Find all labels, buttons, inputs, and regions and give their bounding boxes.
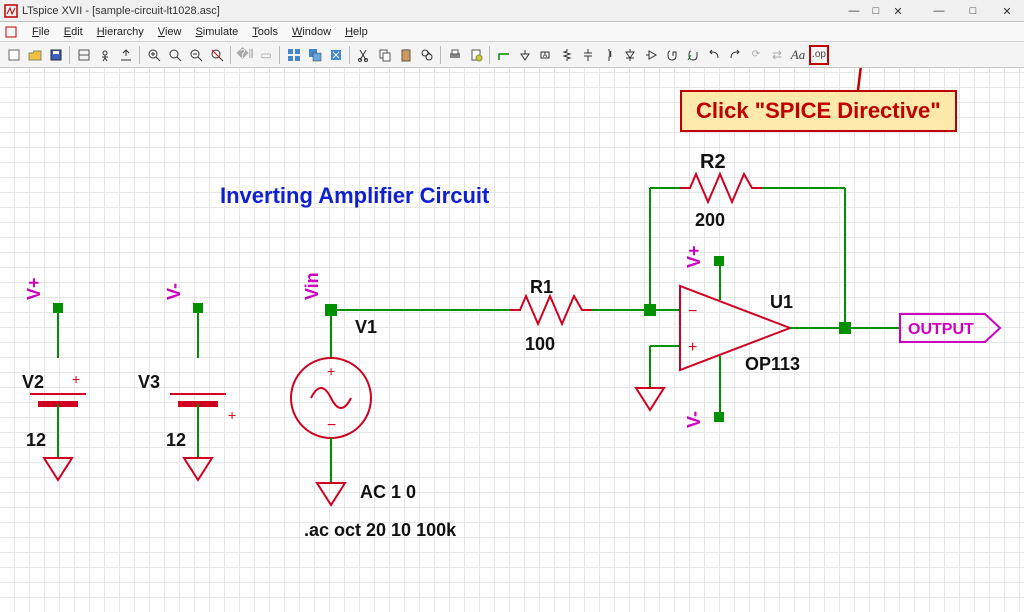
net-label-output: OUTPUT: [900, 314, 1000, 342]
print-button[interactable]: [445, 45, 465, 65]
svg-text:R2: R2: [700, 151, 726, 173]
spice-directive-text: .ac oct 20 10 100k: [304, 520, 457, 540]
doc-close-button[interactable]: ✕: [887, 0, 909, 22]
component-v2: V+ V2 + 12: [22, 277, 86, 480]
maximize-button[interactable]: □: [956, 0, 990, 22]
svg-text:−: −: [688, 303, 697, 320]
svg-text:A: A: [543, 53, 547, 59]
app-icon: [4, 4, 18, 18]
zoom-in-button[interactable]: [144, 45, 164, 65]
menu-view[interactable]: View: [152, 24, 188, 40]
svg-text:+: +: [688, 339, 697, 356]
svg-text:+: +: [327, 363, 335, 379]
diode-button[interactable]: [620, 45, 640, 65]
schematic-drawing: Inverting Amplifier Circuit V+ V2 + 12 V…: [0, 68, 1024, 612]
menu-help[interactable]: Help: [339, 24, 374, 40]
svg-text:200: 200: [695, 210, 725, 230]
capacitor-button[interactable]: [578, 45, 598, 65]
svg-text:+: +: [228, 407, 236, 423]
mirror-button[interactable]: ⇄: [767, 45, 787, 65]
redo-button[interactable]: [725, 45, 745, 65]
svg-text:−: −: [327, 417, 336, 434]
doc-minimize-button[interactable]: —: [843, 0, 865, 22]
autorange-button[interactable]: �⫴: [235, 45, 255, 65]
label-net-button[interactable]: A: [536, 45, 556, 65]
minimize-button[interactable]: —: [922, 0, 956, 22]
drag-button[interactable]: [683, 45, 703, 65]
cut-button[interactable]: [354, 45, 374, 65]
svg-text:OUTPUT: OUTPUT: [908, 321, 974, 338]
pan-button[interactable]: [165, 45, 185, 65]
spice-directive-button[interactable]: .op: [809, 45, 829, 65]
menu-edit[interactable]: Edit: [58, 24, 89, 40]
rotate-button[interactable]: ⟳: [746, 45, 766, 65]
open-button[interactable]: [25, 45, 45, 65]
doc-maximize-button[interactable]: □: [865, 0, 887, 22]
draw-wire-button[interactable]: [494, 45, 514, 65]
document-window-controls: — □ ✕: [843, 0, 909, 22]
svg-text:V+: V+: [24, 277, 44, 300]
svg-text:V+: V+: [684, 245, 704, 268]
move-button[interactable]: [662, 45, 682, 65]
schematic-canvas[interactable]: Click "SPICE Directive" Inverting Amplif…: [0, 68, 1024, 612]
titlebar: LTspice XVII - [sample-circuit-lt1028.as…: [0, 0, 1024, 22]
svg-text:12: 12: [26, 430, 46, 450]
window-controls: — □ ✕: [922, 0, 1024, 22]
menu-tools[interactable]: Tools: [246, 24, 284, 40]
toggle-button[interactable]: ▭: [256, 45, 276, 65]
menu-simulate[interactable]: Simulate: [189, 24, 244, 40]
resistor-button[interactable]: [557, 45, 577, 65]
svg-text:Vin: Vin: [302, 272, 322, 300]
svg-text:OP113: OP113: [745, 354, 800, 374]
doc-icon: [4, 25, 18, 39]
paste-button[interactable]: [396, 45, 416, 65]
undo-button[interactable]: [704, 45, 724, 65]
tile-button[interactable]: [284, 45, 304, 65]
text-button[interactable]: Aa: [788, 45, 808, 65]
svg-text:R1: R1: [530, 277, 553, 297]
component-r1: R1 100: [510, 277, 592, 354]
window-title: LTspice XVII - [sample-circuit-lt1028.as…: [22, 5, 220, 17]
menubar: File Edit Hierarchy View Simulate Tools …: [0, 22, 1024, 42]
component-v1: Vin V1 + − AC 1 0: [291, 272, 416, 505]
svg-text:V2: V2: [22, 372, 44, 392]
svg-text:V-: V-: [684, 411, 704, 428]
inductor-button[interactable]: [599, 45, 619, 65]
close-button[interactable]: ✕: [990, 0, 1024, 22]
component-opamp: − + V+ V- U1 OP113: [636, 245, 800, 428]
svg-text:12: 12: [166, 430, 186, 450]
svg-text:U1: U1: [770, 292, 793, 312]
zoom-fit-button[interactable]: [207, 45, 227, 65]
close-windows-button[interactable]: [326, 45, 346, 65]
cascade-button[interactable]: [305, 45, 325, 65]
svg-text:V3: V3: [138, 372, 160, 392]
control-panel-button[interactable]: [74, 45, 94, 65]
copy-button[interactable]: [375, 45, 395, 65]
junction: [839, 322, 851, 334]
setup-button[interactable]: [466, 45, 486, 65]
zoom-out-button[interactable]: [186, 45, 206, 65]
svg-text:100: 100: [525, 334, 555, 354]
component-v3: V- V3 + 12: [138, 283, 236, 480]
schematic-title: Inverting Amplifier Circuit: [220, 183, 490, 208]
menu-hierarchy[interactable]: Hierarchy: [91, 24, 150, 40]
run-button[interactable]: [95, 45, 115, 65]
halt-button[interactable]: [116, 45, 136, 65]
svg-text:V-: V-: [164, 283, 184, 300]
save-button[interactable]: [46, 45, 66, 65]
new-schematic-button[interactable]: [4, 45, 24, 65]
toolbar: �⫴ ▭ A ⟳ ⇄ Aa .op: [0, 42, 1024, 68]
ground-button[interactable]: [515, 45, 535, 65]
menu-window[interactable]: Window: [286, 24, 337, 40]
svg-text:+: +: [72, 371, 80, 387]
menu-file[interactable]: File: [26, 24, 56, 40]
component-button[interactable]: [641, 45, 661, 65]
svg-text:AC 1 0: AC 1 0: [360, 482, 416, 502]
svg-text:V1: V1: [355, 317, 377, 337]
find-button[interactable]: [417, 45, 437, 65]
